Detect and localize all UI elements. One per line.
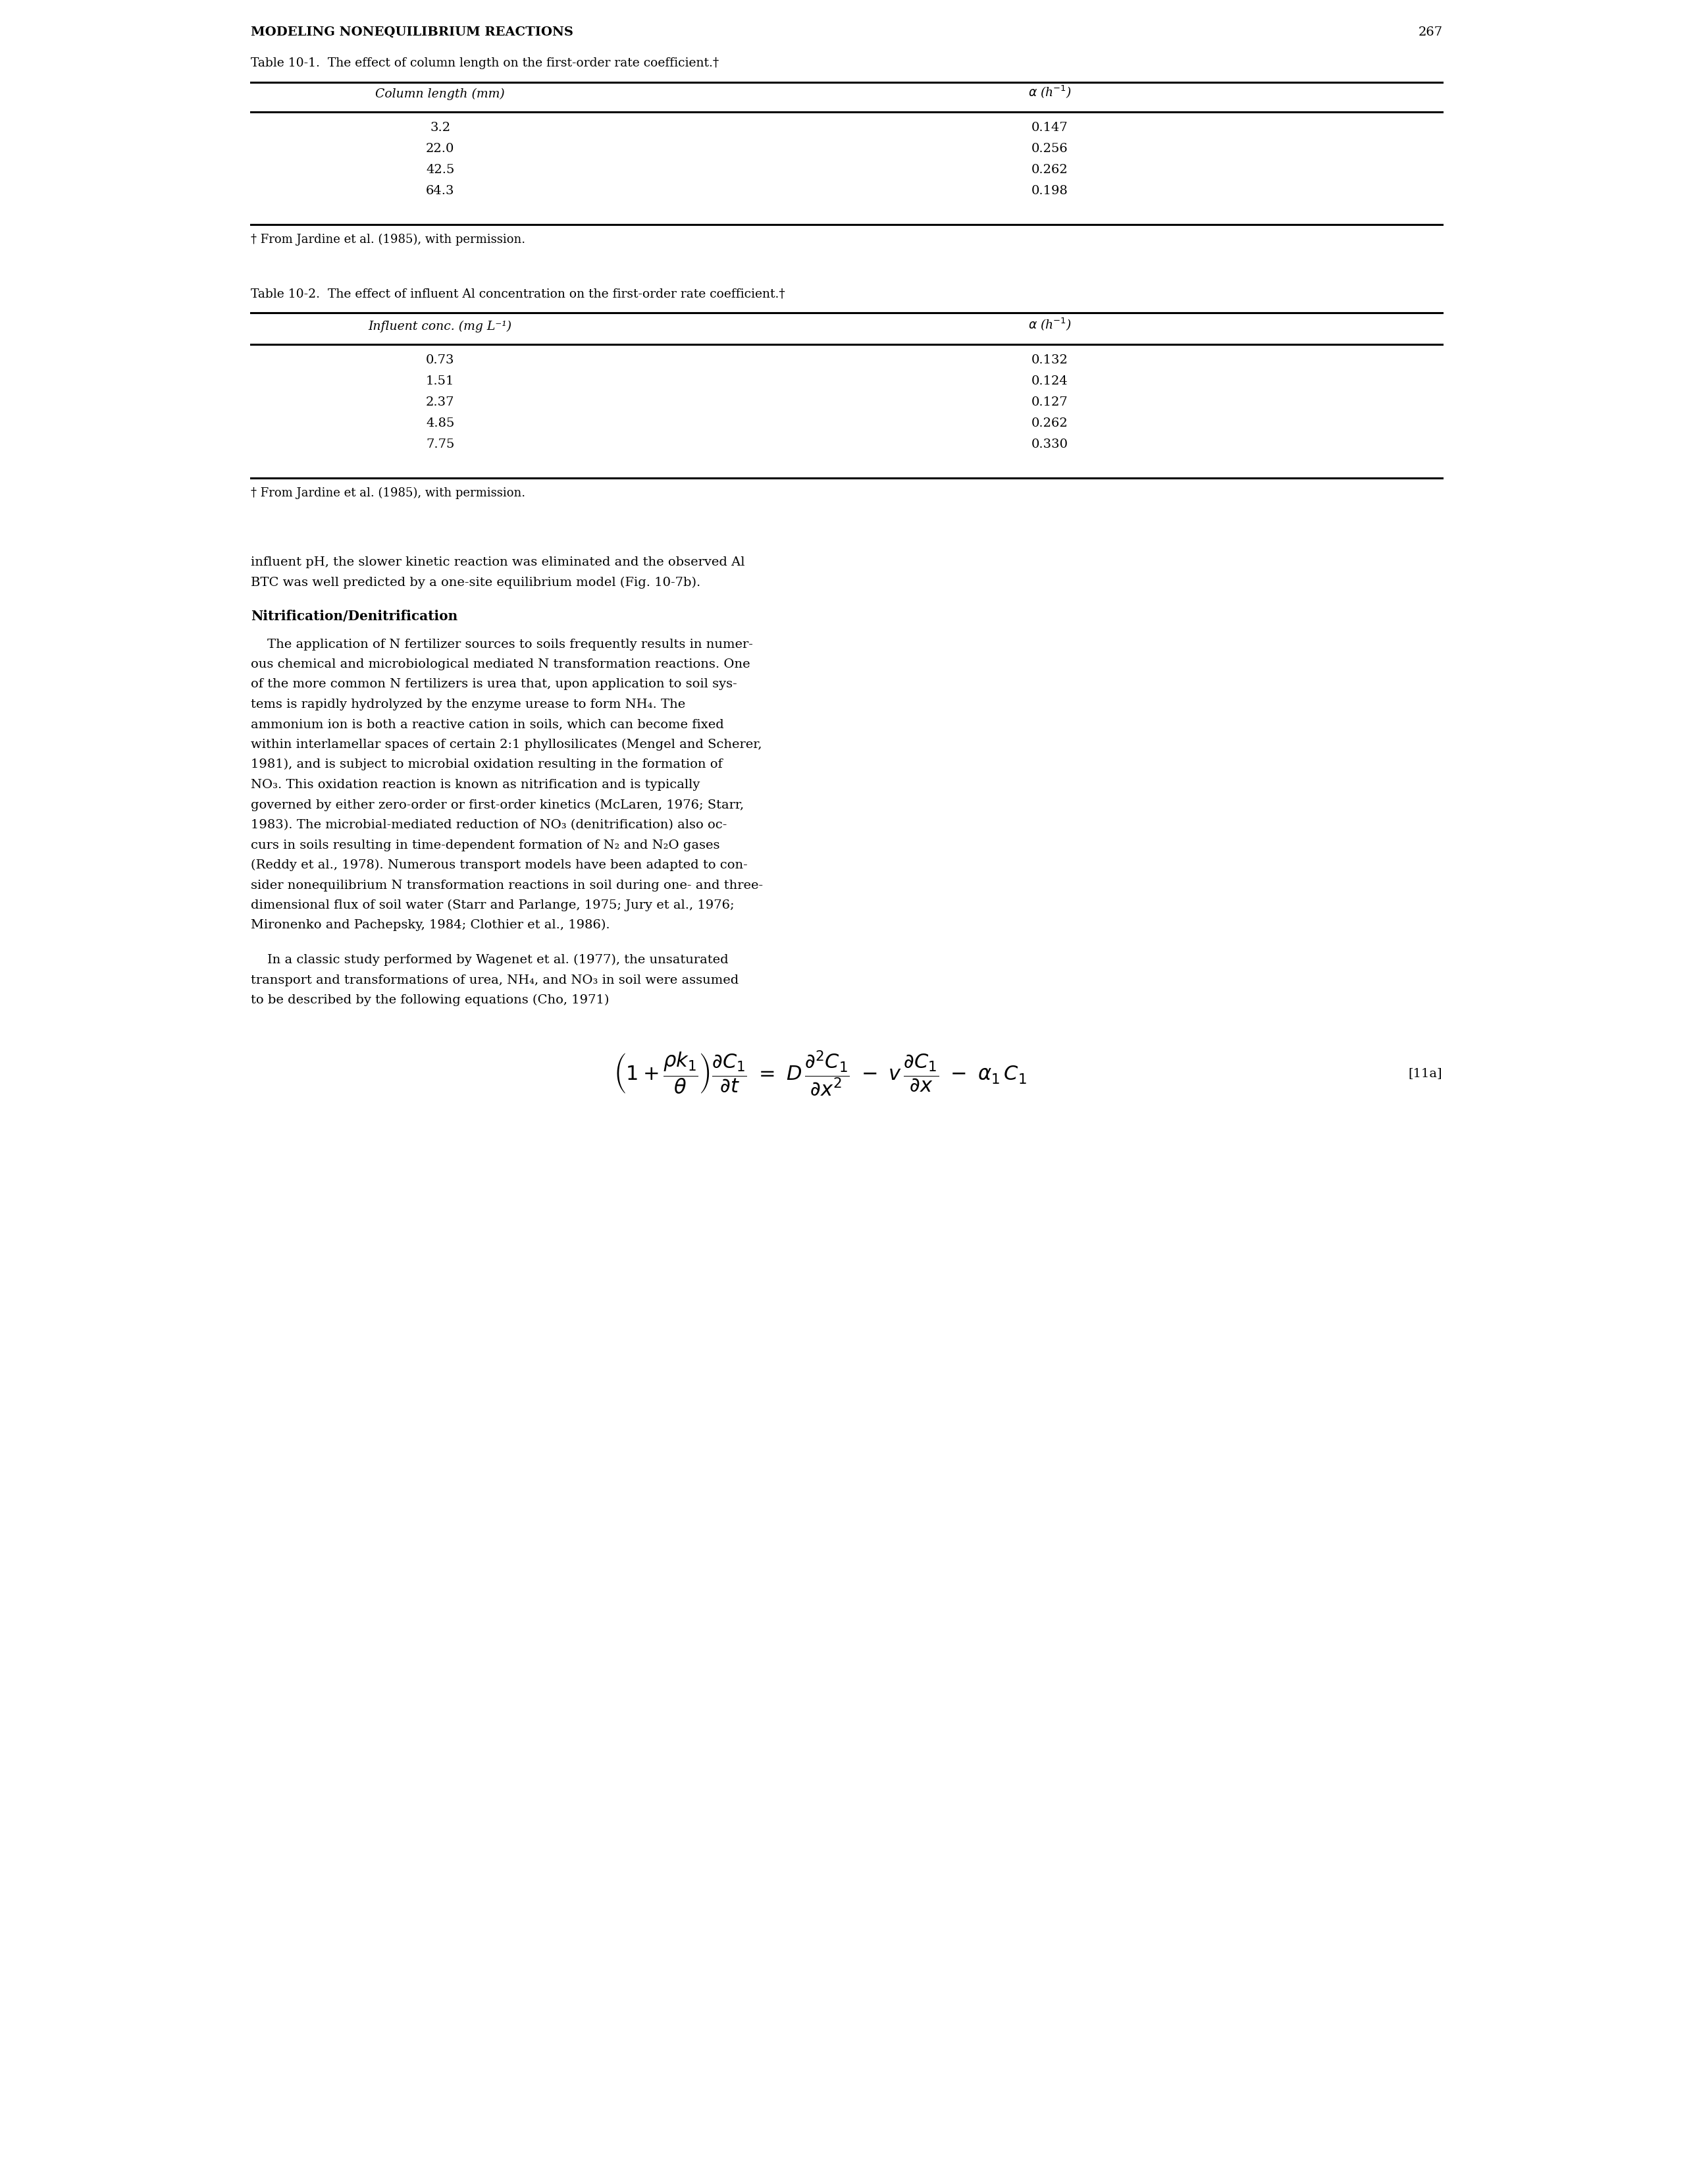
Text: † From Jardine et al. (1985), with permission.: † From Jardine et al. (1985), with permi… xyxy=(251,487,525,500)
Text: of the more common N fertilizers is urea that, upon application to soil sys-: of the more common N fertilizers is urea… xyxy=(251,679,736,690)
Text: ammonium ion is both a reactive cation in soils, which can become fixed: ammonium ion is both a reactive cation i… xyxy=(251,719,723,729)
Text: $\alpha$ (h$^{-1}$): $\alpha$ (h$^{-1}$) xyxy=(1028,317,1072,332)
Text: 267: 267 xyxy=(1419,26,1442,37)
Text: 1981), and is subject to microbial oxidation resulting in the formation of: 1981), and is subject to microbial oxida… xyxy=(251,758,723,771)
Text: Table 10-2.  The effect of influent Al concentration on the first-order rate coe: Table 10-2. The effect of influent Al co… xyxy=(251,288,786,299)
Text: BTC was well predicted by a one-site equilibrium model (Fig. 10-7b).: BTC was well predicted by a one-site equ… xyxy=(251,577,701,587)
Text: † From Jardine et al. (1985), with permission.: † From Jardine et al. (1985), with permi… xyxy=(251,234,525,245)
Text: 0.124: 0.124 xyxy=(1031,376,1068,387)
Text: Column length (mm): Column length (mm) xyxy=(376,87,505,100)
Text: to be described by the following equations (Cho, 1971): to be described by the following equatio… xyxy=(251,994,609,1007)
Text: $\alpha$ (h$^{-1}$): $\alpha$ (h$^{-1}$) xyxy=(1028,83,1072,100)
Text: transport and transformations of urea, NH₄, and NO₃ in soil were assumed: transport and transformations of urea, N… xyxy=(251,974,738,985)
Text: Table 10-1.  The effect of column length on the first-order rate coefficient.†: Table 10-1. The effect of column length … xyxy=(251,57,720,70)
Text: $\left(1 + \dfrac{\rho k_1}{\theta}\right)\dfrac{\partial C_1}{\partial t}\ =\ D: $\left(1 + \dfrac{\rho k_1}{\theta}\righ… xyxy=(613,1048,1026,1099)
Text: 64.3: 64.3 xyxy=(427,186,454,197)
Text: The application of N fertilizer sources to soils frequently results in numer-: The application of N fertilizer sources … xyxy=(251,638,753,651)
Text: 0.256: 0.256 xyxy=(1031,142,1068,155)
Text: MODELING NONEQUILIBRIUM REACTIONS: MODELING NONEQUILIBRIUM REACTIONS xyxy=(251,26,572,37)
Text: 4.85: 4.85 xyxy=(427,417,454,430)
Text: 0.330: 0.330 xyxy=(1031,439,1068,450)
Text: 0.262: 0.262 xyxy=(1031,417,1068,430)
Text: NO₃. This oxidation reaction is known as nitrification and is typically: NO₃. This oxidation reaction is known as… xyxy=(251,780,699,791)
Text: 0.198: 0.198 xyxy=(1031,186,1068,197)
Text: [11a]: [11a] xyxy=(1409,1068,1442,1079)
Text: within interlamellar spaces of certain 2:1 phyllosilicates (Mengel and Scherer,: within interlamellar spaces of certain 2… xyxy=(251,738,762,751)
Text: dimensional flux of soil water (Starr and Parlange, 1975; Jury et al., 1976;: dimensional flux of soil water (Starr an… xyxy=(251,900,735,911)
Text: In a classic study performed by Wagenet et al. (1977), the unsaturated: In a classic study performed by Wagenet … xyxy=(251,954,728,965)
Text: influent pH, the slower kinetic reaction was eliminated and the observed Al: influent pH, the slower kinetic reaction… xyxy=(251,557,745,568)
Text: 42.5: 42.5 xyxy=(427,164,454,175)
Text: 0.127: 0.127 xyxy=(1031,395,1068,408)
Text: curs in soils resulting in time-dependent formation of N₂ and N₂O gases: curs in soils resulting in time-dependen… xyxy=(251,839,720,852)
Text: 7.75: 7.75 xyxy=(427,439,454,450)
Text: 1983). The microbial-mediated reduction of NO₃ (denitrification) also oc-: 1983). The microbial-mediated reduction … xyxy=(251,819,726,830)
Text: (Reddy et al., 1978). Numerous transport models have been adapted to con-: (Reddy et al., 1978). Numerous transport… xyxy=(251,858,747,871)
Text: Nitrification/Denitrification: Nitrification/Denitrification xyxy=(251,609,457,622)
Text: 22.0: 22.0 xyxy=(427,142,454,155)
Text: governed by either zero-order or first-order kinetics (McLaren, 1976; Starr,: governed by either zero-order or first-o… xyxy=(251,799,743,810)
Text: 0.73: 0.73 xyxy=(427,354,454,367)
Text: 2.37: 2.37 xyxy=(427,395,454,408)
Text: Influent conc. (mg L⁻¹): Influent conc. (mg L⁻¹) xyxy=(369,321,511,332)
Text: 0.262: 0.262 xyxy=(1031,164,1068,175)
Text: 0.147: 0.147 xyxy=(1031,122,1068,133)
Text: Mironenko and Pachepsky, 1984; Clothier et al., 1986).: Mironenko and Pachepsky, 1984; Clothier … xyxy=(251,919,609,930)
Text: ous chemical and microbiological mediated N transformation reactions. One: ous chemical and microbiological mediate… xyxy=(251,657,750,670)
Text: 0.132: 0.132 xyxy=(1031,354,1068,367)
Text: 1.51: 1.51 xyxy=(427,376,454,387)
Text: sider nonequilibrium N transformation reactions in soil during one- and three-: sider nonequilibrium N transformation re… xyxy=(251,880,764,891)
Text: tems is rapidly hydrolyzed by the enzyme urease to form NH₄. The: tems is rapidly hydrolyzed by the enzyme… xyxy=(251,699,686,710)
Text: 3.2: 3.2 xyxy=(430,122,450,133)
